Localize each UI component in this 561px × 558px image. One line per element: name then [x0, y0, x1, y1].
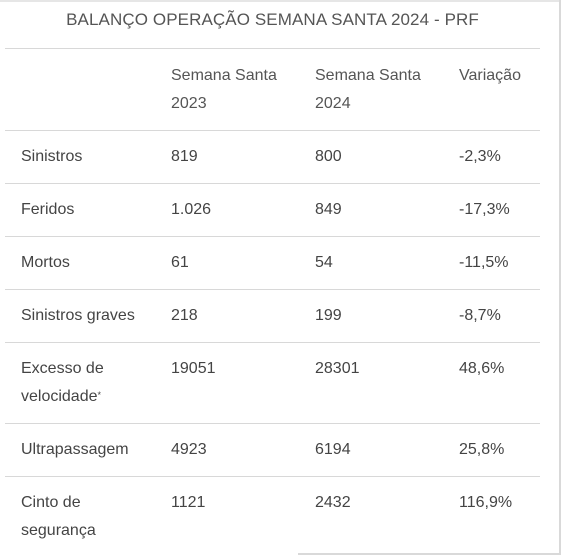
variation-value: -11,5%: [459, 254, 509, 271]
value-2024: 800: [315, 148, 342, 165]
table-row: Feridos 1.026 849 -17,3%: [5, 184, 540, 237]
value-2023: 61: [171, 254, 189, 271]
right-border: [559, 0, 561, 555]
table-title: BALANÇO OPERAÇÃO SEMANA SANTA 2024 - PRF: [66, 10, 479, 29]
value-2024: 6194: [315, 441, 351, 458]
variation-value: -2,3%: [459, 148, 501, 165]
value-2024: 54: [315, 254, 333, 271]
table-row: Cinto de segurança 1121 2432 116,9%: [5, 477, 540, 558]
row-label: Cinto de segurança: [5, 489, 155, 558]
header-cell-variation: Variação: [443, 62, 540, 130]
row-label-line1: Cinto de: [21, 494, 81, 511]
value-2023: 1121: [171, 494, 206, 511]
header-2024-line2: 2024: [315, 95, 351, 112]
variation-value: 116,9%: [459, 494, 513, 511]
header-cell-2024: Semana Santa 2024: [299, 62, 443, 130]
value-2023: 1.026: [171, 201, 212, 218]
table-row: Excesso de velocidade* 19051 28301 48,6%: [5, 343, 540, 424]
row-label: Sinistros graves: [21, 307, 135, 324]
table-row: Ultrapassagem 4923 6194 25,8%: [5, 424, 540, 477]
row-label-line2-text: velocidade: [21, 388, 98, 405]
table-row: Mortos 61 54 -11,5%: [5, 237, 540, 290]
row-label-line2: segurança: [21, 522, 96, 539]
value-2024: 2432: [315, 494, 351, 511]
value-2023: 218: [171, 307, 198, 324]
variation-value: 25,8%: [459, 441, 505, 458]
header-cell-2023: Semana Santa 2023: [155, 62, 299, 130]
header-cell-empty: [5, 62, 155, 130]
table-row: Sinistros 819 800 -2,3%: [5, 131, 540, 184]
bottom-border: [298, 553, 561, 555]
row-label-line1: Excesso de: [21, 360, 104, 377]
row-label-line2: velocidade*: [21, 383, 155, 411]
row-label: Excesso de velocidade*: [5, 355, 155, 423]
variation-value: -17,3%: [459, 201, 510, 218]
value-2024: 199: [315, 307, 342, 324]
value-2024: 28301: [315, 360, 360, 377]
top-border: [0, 0, 561, 2]
row-label: Feridos: [21, 201, 75, 218]
value-2024: 849: [315, 201, 342, 218]
value-2023: 819: [171, 148, 198, 165]
table-header-row: Semana Santa 2023 Semana Santa 2024 Vari…: [5, 49, 540, 131]
value-2023: 4923: [171, 441, 207, 458]
header-2023-line1: Semana Santa: [171, 67, 277, 84]
row-label: Sinistros: [21, 148, 83, 165]
variation-value: 48,6%: [459, 360, 505, 377]
header-variation-label: Variação: [459, 67, 521, 84]
variation-value: -8,7%: [459, 307, 501, 324]
value-2023: 19051: [171, 360, 216, 377]
row-label: Mortos: [21, 254, 70, 271]
footnote-marker: *: [97, 390, 102, 400]
row-label: Ultrapassagem: [21, 441, 129, 458]
data-table: Semana Santa 2023 Semana Santa 2024 Vari…: [5, 48, 540, 558]
header-2023-line2: 2023: [171, 95, 207, 112]
table-row: Sinistros graves 218 199 -8,7%: [5, 290, 540, 343]
header-2024-line1: Semana Santa: [315, 67, 421, 84]
